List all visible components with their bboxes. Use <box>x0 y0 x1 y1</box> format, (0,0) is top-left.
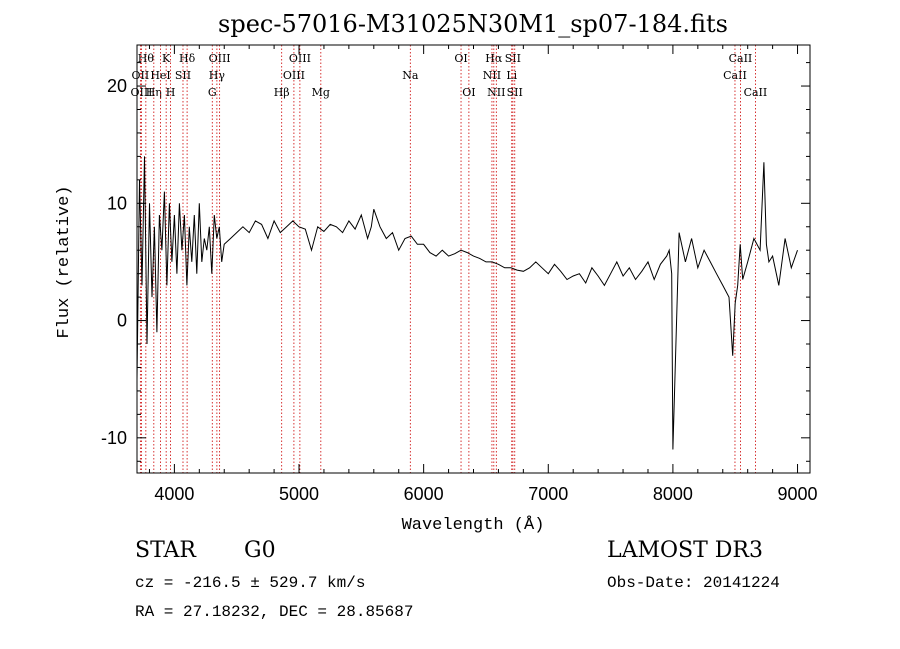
spectrum-series <box>136 156 798 450</box>
x-tick-label: 4000 <box>154 484 194 504</box>
marker-label: NII <box>483 69 501 82</box>
coordinates: RA = 27.18232, DEC = 28.85687 <box>135 603 414 621</box>
x-tick-label: 9000 <box>778 484 818 504</box>
y-axis-label: Flux (relative) <box>55 185 74 338</box>
x-axis: 4000 5000 6000 7000 8000 9000 <box>148 45 818 504</box>
marker-label: CaII <box>744 86 768 99</box>
x-tick-label: 7000 <box>528 484 568 504</box>
marker-label: H <box>166 86 176 99</box>
y-tick-label: 0 <box>117 311 127 331</box>
redshift-text: cz = -216.5 ± 529.7 km/s <box>135 574 366 592</box>
x-tick-label: 5000 <box>279 484 319 504</box>
y-axis: -10 0 10 20 <box>101 62 810 462</box>
marker-label: OI <box>462 86 475 99</box>
marker-label: Hδ <box>179 52 196 65</box>
marker-label: NII <box>487 86 505 99</box>
marker-label: Hγ <box>209 69 226 82</box>
object-class: STAR <box>135 538 196 563</box>
marker-label: OIII <box>130 86 152 99</box>
obs-date: Obs-Date: 20141224 <box>607 574 780 592</box>
marker-label: SII <box>175 69 191 82</box>
y-tick-label: 20 <box>107 76 127 96</box>
marker-label: Hα <box>485 52 503 65</box>
x-tick-label: 8000 <box>653 484 693 504</box>
marker-label: Hβ <box>274 86 290 99</box>
marker-label: Li <box>506 69 517 82</box>
marker-label: Hθ <box>138 52 155 65</box>
marker-label: Na <box>402 69 419 82</box>
x-tick-label: 6000 <box>404 484 444 504</box>
marker-label: K <box>162 52 171 65</box>
y-tick-label: 10 <box>107 193 127 213</box>
marker-label: HeI <box>150 69 170 82</box>
marker-label: OII <box>132 69 150 82</box>
marker-label: Hη <box>146 86 162 99</box>
y-tick-label: -10 <box>101 428 127 448</box>
marker-label: SII <box>505 52 521 65</box>
marker-label: OIII <box>289 52 311 65</box>
survey-name: LAMOST DR3 <box>607 538 763 563</box>
marker-label: OI <box>454 52 467 65</box>
marker-label: G <box>208 86 217 99</box>
marker-label: OIII <box>283 69 305 82</box>
spectral-subclass: G0 <box>244 538 276 563</box>
chart-title: spec-57016-M31025N30M1_sp07-184.fits <box>218 10 728 38</box>
spectrum-line <box>136 156 798 450</box>
marker-label: Mg <box>312 86 330 99</box>
line-markers: HθOIIOIIIHηHeIKHSIIHδGHγOIIIHβOIIIOIIIMg… <box>130 45 767 473</box>
marker-label: CaII <box>723 69 747 82</box>
x-axis-label: Wavelength (Å) <box>402 516 545 535</box>
marker-label: SII <box>507 86 523 99</box>
marker-label: CaII <box>729 52 753 65</box>
marker-label: OIII <box>209 52 231 65</box>
